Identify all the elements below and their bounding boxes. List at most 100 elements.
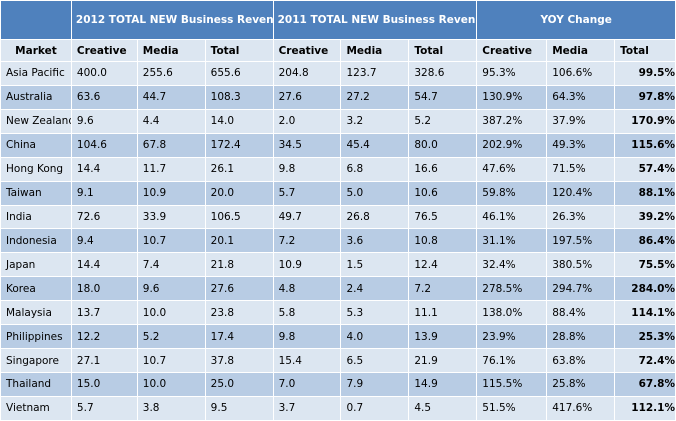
cell-2011-media: 5.0 (340, 180, 410, 206)
cell-2012-creative: 12.2 (70, 324, 138, 350)
cell-yoy-creative: 59.8% (476, 180, 548, 206)
cell-market: Japan (0, 252, 72, 278)
cell-2012-total: 106.5 (204, 204, 274, 230)
table-body: Asia Pacific 400.0 255.6 655.6 204.8 123.7 328… (0, 61, 676, 421)
cell-2011-creative: 27.6 (272, 84, 342, 110)
cell-2012-total: 20.0 (204, 180, 274, 206)
header-2012-revenue: 2012 TOTAL NEW Business Revenue (US$m) (70, 0, 274, 40)
cell-yoy-creative: 47.6% (476, 156, 548, 182)
cell-2011-creative: 5.8 (272, 300, 342, 326)
cell-2012-total: 27.6 (204, 276, 274, 302)
cell-yoy-total: 57.4% (614, 156, 676, 182)
cell-yoy-media: 37.9% (546, 108, 616, 134)
cell-2012-creative: 63.6 (70, 84, 138, 110)
cell-2011-creative: 2.0 (272, 108, 342, 134)
column-header-yoy-total: Total (614, 39, 676, 62)
cell-2011-total: 13.9 (408, 324, 478, 350)
cell-2012-total: 108.3 (204, 84, 274, 110)
cell-2011-media: 2.4 (340, 276, 410, 302)
cell-2012-media: 10.0 (136, 371, 206, 397)
table-row: Vietnam 5.7 3.8 9.5 3.7 0.7 4.5 51.5% 417.6% 112.… (0, 395, 676, 421)
cell-yoy-creative: 46.1% (476, 204, 548, 230)
table-row: Hong Kong 14.4 11.7 26.1 9.8 6.8 16.6 47.6% 71.5… (0, 156, 676, 182)
cell-yoy-media: 64.3% (546, 84, 616, 110)
header-2011-revenue: 2011 TOTAL NEW Business Revenue (US$m) (272, 0, 478, 40)
cell-2012-media: 4.4 (136, 108, 206, 134)
column-header-2012-total: Total (204, 39, 274, 62)
cell-yoy-creative: 387.2% (476, 108, 548, 134)
cell-yoy-total: 86.4% (614, 228, 676, 254)
cell-yoy-creative: 138.0% (476, 300, 548, 326)
cell-2012-total: 25.0 (204, 371, 274, 397)
cell-market: China (0, 132, 72, 158)
cell-yoy-media: 417.6% (546, 395, 616, 421)
cell-yoy-total: 115.6% (614, 132, 676, 158)
cell-2012-media: 10.7 (136, 348, 206, 373)
cell-yoy-total: 99.5% (614, 61, 676, 86)
cell-2011-creative: 5.7 (272, 180, 342, 206)
cell-2011-media: 3.2 (340, 108, 410, 134)
column-header-market: Market (0, 39, 72, 62)
cell-2012-creative: 13.7 (70, 300, 138, 326)
cell-yoy-media: 197.5% (546, 228, 616, 254)
cell-2012-media: 33.9 (136, 204, 206, 230)
table-row: Malaysia 13.7 10.0 23.8 5.8 5.3 11.1 138.0% 88.4… (0, 300, 676, 326)
cell-yoy-creative: 32.4% (476, 252, 548, 278)
cell-yoy-media: 294.7% (546, 276, 616, 302)
cell-2011-media: 6.8 (340, 156, 410, 182)
cell-2012-creative: 400.0 (70, 61, 138, 86)
column-header-2012-media: Media (136, 39, 206, 62)
cell-2011-total: 10.8 (408, 228, 478, 254)
cell-2011-total: 21.9 (408, 348, 478, 373)
cell-2012-creative: 9.6 (70, 108, 138, 134)
cell-yoy-creative: 31.1% (476, 228, 548, 254)
cell-2011-media: 0.7 (340, 395, 410, 421)
cell-2011-total: 5.2 (408, 108, 478, 134)
cell-2012-creative: 104.6 (70, 132, 138, 158)
cell-market: Korea (0, 276, 72, 302)
cell-market: Malaysia (0, 300, 72, 326)
cell-2012-creative: 15.0 (70, 371, 138, 397)
table-row: Philippines 12.2 5.2 17.4 9.8 4.0 13.9 23.9% 28.… (0, 324, 676, 350)
table-row: Japan 14.4 7.4 21.8 10.9 1.5 12.4 32.4% 380.5% 75… (0, 252, 676, 278)
cell-2011-media: 1.5 (340, 252, 410, 278)
cell-2011-media: 6.5 (340, 348, 410, 373)
cell-market: New Zealand (0, 108, 72, 134)
cell-2011-creative: 7.2 (272, 228, 342, 254)
cell-2011-media: 45.4 (340, 132, 410, 158)
cell-yoy-total: 284.0% (614, 276, 676, 302)
cell-2012-creative: 72.6 (70, 204, 138, 230)
cell-2012-total: 37.8 (204, 348, 274, 373)
column-header-2012-creative: Creative (70, 39, 138, 62)
cell-market: Thailand (0, 371, 72, 397)
cell-2012-creative: 9.1 (70, 180, 138, 206)
cell-yoy-total: 112.1% (614, 395, 676, 421)
cell-2012-creative: 14.4 (70, 252, 138, 278)
cell-2012-creative: 14.4 (70, 156, 138, 182)
cell-2012-total: 20.1 (204, 228, 274, 254)
cell-2012-media: 9.6 (136, 276, 206, 302)
cell-2012-total: 9.5 (204, 395, 274, 421)
cell-2012-creative: 18.0 (70, 276, 138, 302)
cell-yoy-creative: 202.9% (476, 132, 548, 158)
table-row: Korea 18.0 9.6 27.6 4.8 2.4 7.2 278.5% 294.7% 284… (0, 276, 676, 302)
cell-market: Philippines (0, 324, 72, 350)
cell-2011-total: 76.5 (408, 204, 478, 230)
cell-yoy-total: 170.9% (614, 108, 676, 134)
cell-2012-media: 10.9 (136, 180, 206, 206)
cell-2012-media: 44.7 (136, 84, 206, 110)
cell-2011-creative: 9.8 (272, 156, 342, 182)
table-row: New Zealand 9.6 4.4 14.0 2.0 3.2 5.2 387.2% 37.9… (0, 108, 676, 134)
cell-2012-total: 26.1 (204, 156, 274, 182)
cell-2012-media: 67.8 (136, 132, 206, 158)
cell-2012-media: 3.8 (136, 395, 206, 421)
cell-yoy-creative: 95.3% (476, 61, 548, 86)
column-header-2011-creative: Creative (272, 39, 342, 62)
cell-yoy-media: 88.4% (546, 300, 616, 326)
cell-2012-media: 255.6 (136, 61, 206, 86)
cell-yoy-creative: 23.9% (476, 324, 548, 350)
cell-2012-creative: 9.4 (70, 228, 138, 254)
cell-2011-media: 5.3 (340, 300, 410, 326)
table-row: Taiwan 9.1 10.9 20.0 5.7 5.0 10.6 59.8% 120.4% 88… (0, 180, 676, 206)
